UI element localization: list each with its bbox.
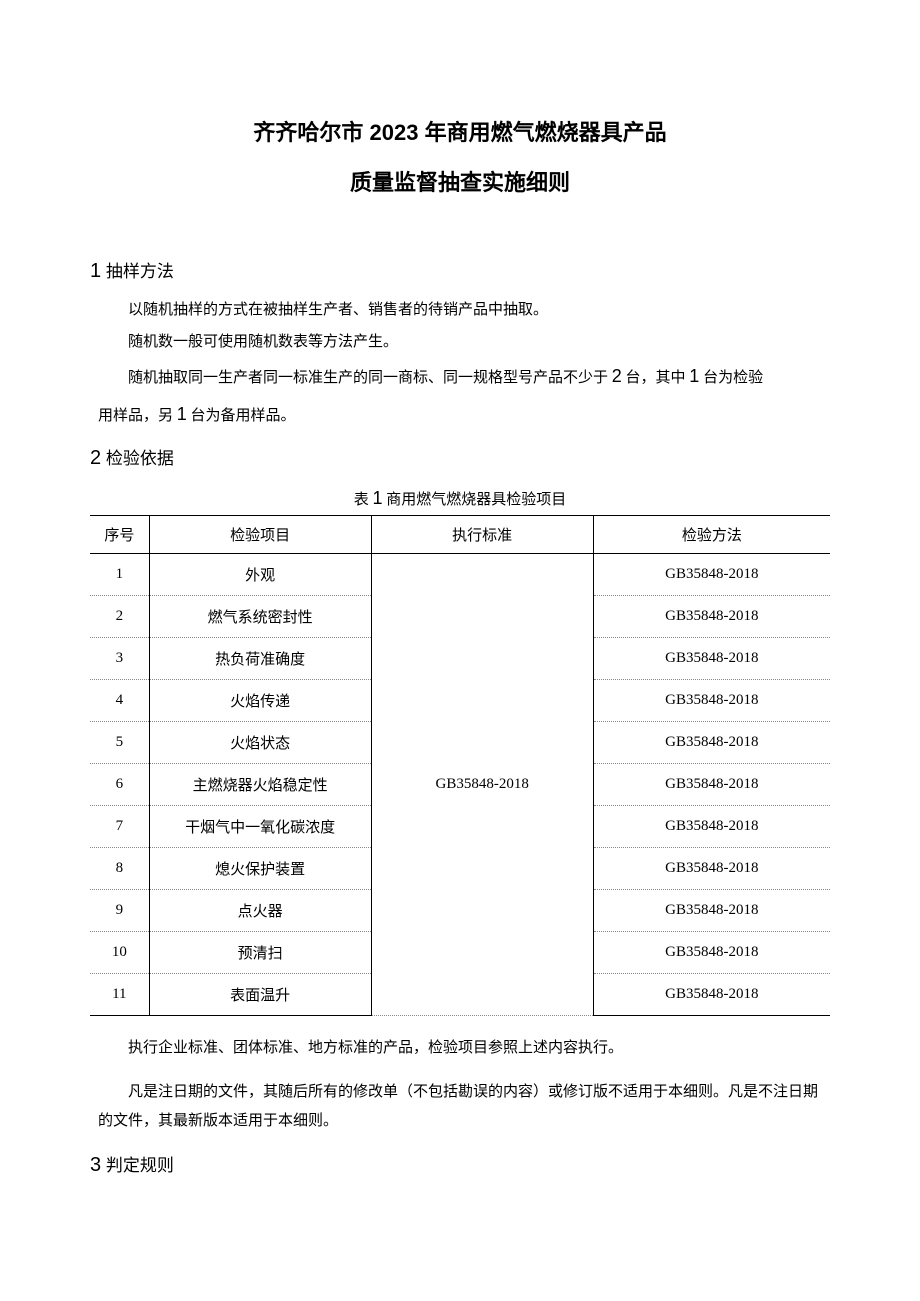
cell-method: GB35848-2018: [593, 805, 830, 847]
cell-seq: 2: [90, 595, 149, 637]
cell-item: 点火器: [149, 889, 371, 931]
table-caption-b: 商用燃气燃烧器具检验项目: [383, 492, 567, 508]
s1-p3-num2: 1: [689, 366, 699, 386]
section-1-number: 1: [90, 260, 101, 282]
table-body: 1 外观 GB35848-2018 GB35848-2018 2 燃气系统密封性…: [90, 553, 830, 1015]
cell-item: 火焰传递: [149, 679, 371, 721]
section-3-title: 判定规则: [106, 1156, 174, 1175]
cell-item: 外观: [149, 553, 371, 595]
cell-seq: 10: [90, 931, 149, 973]
cell-seq: 4: [90, 679, 149, 721]
cell-item: 热负荷准确度: [149, 637, 371, 679]
cell-seq: 8: [90, 847, 149, 889]
cell-seq: 6: [90, 763, 149, 805]
s1-p3-text-c: 台为检验: [699, 370, 763, 386]
cell-item: 燃气系统密封性: [149, 595, 371, 637]
section-2-title: 检验依据: [106, 449, 174, 468]
s1-p3-num3: 1: [177, 404, 187, 424]
section-2-number: 2: [90, 447, 101, 469]
document-title-line1: 齐齐哈尔市 2023 年商用燃气燃烧器具产品: [90, 115, 830, 147]
cell-method: GB35848-2018: [593, 721, 830, 763]
table-row: 1 外观 GB35848-2018 GB35848-2018: [90, 553, 830, 595]
cell-method: GB35848-2018: [593, 931, 830, 973]
cell-std-merged: GB35848-2018: [371, 553, 593, 1015]
section-3-heading: 3 判定规则: [90, 1151, 830, 1177]
cell-seq: 7: [90, 805, 149, 847]
th-item: 检验项目: [149, 515, 371, 553]
cell-item: 主燃烧器火焰稳定性: [149, 763, 371, 805]
s1-paragraph-3a: 随机抽取同一生产者同一标准生产的同一商标、同一规格型号产品不少于 2 台，其中 …: [98, 358, 830, 396]
table-caption: 表 1 商用燃气燃烧器具检验项目: [90, 488, 830, 509]
cell-item: 火焰状态: [149, 721, 371, 763]
s2-footer-2: 凡是注日期的文件，其随后所有的修改单（不包括勘误的内容）或修订版不适用于本细则。…: [98, 1078, 830, 1135]
cell-method: GB35848-2018: [593, 553, 830, 595]
cell-seq: 11: [90, 973, 149, 1015]
s1-p3-num1: 2: [612, 366, 622, 386]
s1-paragraph-1: 以随机抽样的方式在被抽样生产者、销售者的待销产品中抽取。: [98, 295, 830, 327]
s1-paragraph-2: 随机数一般可使用随机数表等方法产生。: [98, 327, 830, 359]
th-seq: 序号: [90, 515, 149, 553]
s1-p3-text-b: 台，其中: [622, 370, 690, 386]
cell-item: 熄火保护装置: [149, 847, 371, 889]
section-3-number: 3: [90, 1154, 101, 1176]
cell-item: 表面温升: [149, 973, 371, 1015]
cell-seq: 9: [90, 889, 149, 931]
s1-p3-text-a: 随机抽取同一生产者同一标准生产的同一商标、同一规格型号产品不少于: [128, 370, 612, 386]
document-title-line2: 质量监督抽查实施细则: [90, 165, 830, 197]
cell-method: GB35848-2018: [593, 637, 830, 679]
s2-footer-1: 执行企业标准、团体标准、地方标准的产品，检验项目参照上述内容执行。: [98, 1034, 830, 1063]
cell-seq: 5: [90, 721, 149, 763]
section-2-heading: 2 检验依据: [90, 444, 830, 470]
table-caption-a: 表: [354, 492, 373, 508]
inspection-table: 序号 检验项目 执行标准 检验方法 1 外观 GB35848-2018 GB35…: [90, 515, 830, 1016]
section-1-title: 抽样方法: [106, 262, 174, 281]
cell-item: 预清扫: [149, 931, 371, 973]
cell-item: 干烟气中一氧化碳浓度: [149, 805, 371, 847]
cell-method: GB35848-2018: [593, 973, 830, 1015]
th-method: 检验方法: [593, 515, 830, 553]
cell-seq: 3: [90, 637, 149, 679]
s1-paragraph-3b: 用样品，另 1 台为备用样品。: [98, 396, 830, 434]
table-header-row: 序号 检验项目 执行标准 检验方法: [90, 515, 830, 553]
cell-method: GB35848-2018: [593, 763, 830, 805]
cell-method: GB35848-2018: [593, 679, 830, 721]
th-std: 执行标准: [371, 515, 593, 553]
cell-method: GB35848-2018: [593, 889, 830, 931]
table-caption-num: 1: [372, 488, 382, 508]
cell-seq: 1: [90, 553, 149, 595]
section-1-heading: 1 抽样方法: [90, 257, 830, 283]
cell-method: GB35848-2018: [593, 595, 830, 637]
s1-p3-text-e: 台为备用样品。: [187, 408, 296, 424]
cell-method: GB35848-2018: [593, 847, 830, 889]
s1-p3-text-d: 用样品，另: [98, 408, 177, 424]
